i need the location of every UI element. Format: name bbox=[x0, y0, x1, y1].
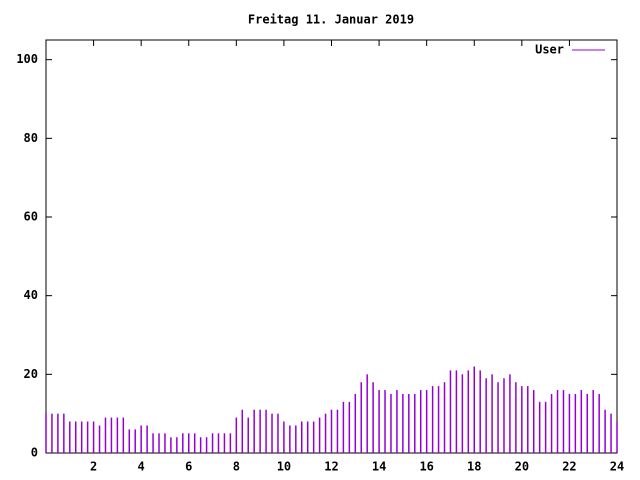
x-tick-label: 18 bbox=[467, 460, 481, 474]
x-tick-label: 24 bbox=[610, 460, 624, 474]
y-tick-label: 20 bbox=[24, 367, 38, 381]
legend-label: User bbox=[535, 43, 564, 57]
y-tick-label: 100 bbox=[16, 52, 38, 66]
x-tick-label: 20 bbox=[515, 460, 529, 474]
x-tick-label: 8 bbox=[233, 460, 240, 474]
plot-frame bbox=[45, 39, 618, 454]
y-tick-label: 60 bbox=[24, 210, 38, 224]
x-tick-label: 2 bbox=[90, 460, 97, 474]
y-tick-label: 80 bbox=[24, 131, 38, 145]
x-tick-label: 10 bbox=[277, 460, 291, 474]
chart-title: Freitag 11. Januar 2019 bbox=[248, 13, 414, 27]
x-tick-label: 6 bbox=[185, 460, 192, 474]
x-tick-label: 22 bbox=[562, 460, 576, 474]
x-tick-label: 14 bbox=[372, 460, 386, 474]
x-tick-label: 4 bbox=[138, 460, 145, 474]
x-tick-label: 12 bbox=[324, 460, 338, 474]
x-tick-label: 16 bbox=[419, 460, 433, 474]
y-tick-label: 40 bbox=[24, 288, 38, 302]
y-tick-label: 0 bbox=[31, 446, 38, 460]
